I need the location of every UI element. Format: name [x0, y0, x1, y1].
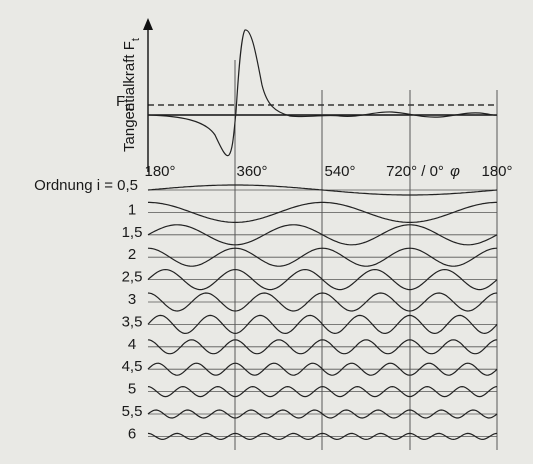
x-tick-label: 180° [481, 163, 512, 180]
x-symbol: φ [450, 163, 460, 180]
harmonic-wave [147, 339, 498, 355]
harmonic-wave [147, 362, 498, 376]
order-label: Ordnung i = 0,5 [34, 177, 138, 194]
harmonic-wave [147, 432, 498, 441]
order-label: 1 [128, 201, 136, 218]
harmonic-wave [147, 268, 498, 291]
harmonic-wave [148, 201, 497, 223]
force-curve [147, 29, 498, 157]
order-label: 1,5 [122, 224, 143, 241]
order-label: 6 [128, 425, 136, 442]
y-axis-label: Tangentialkraft Ft [121, 38, 142, 152]
x-tick-label: 360° [236, 163, 267, 180]
y-axis-arrow [143, 18, 153, 30]
harmonic-wave [147, 314, 498, 335]
harmonic-wave [147, 385, 498, 398]
x-tick-label: 540° [324, 163, 355, 180]
harmonic-wave [147, 247, 498, 267]
order-label: 4,5 [122, 358, 143, 375]
harmonic-wave [147, 292, 498, 312]
order-label: 5 [128, 381, 136, 398]
order-label: 2 [128, 246, 136, 263]
order-label: 4 [128, 336, 136, 353]
order-label: 3,5 [122, 313, 143, 330]
x-tick-label: 720° / 0° [386, 163, 444, 180]
harmonic-wave [147, 184, 498, 196]
harmonic-wave [147, 224, 498, 246]
harmonic-wave [147, 409, 498, 419]
reference-label: Ft0 [116, 93, 134, 114]
order-label: 5,5 [122, 403, 143, 420]
x-tick-label: 180° [144, 163, 175, 180]
order-label: 2,5 [122, 269, 143, 286]
order-label: 3 [128, 291, 136, 308]
